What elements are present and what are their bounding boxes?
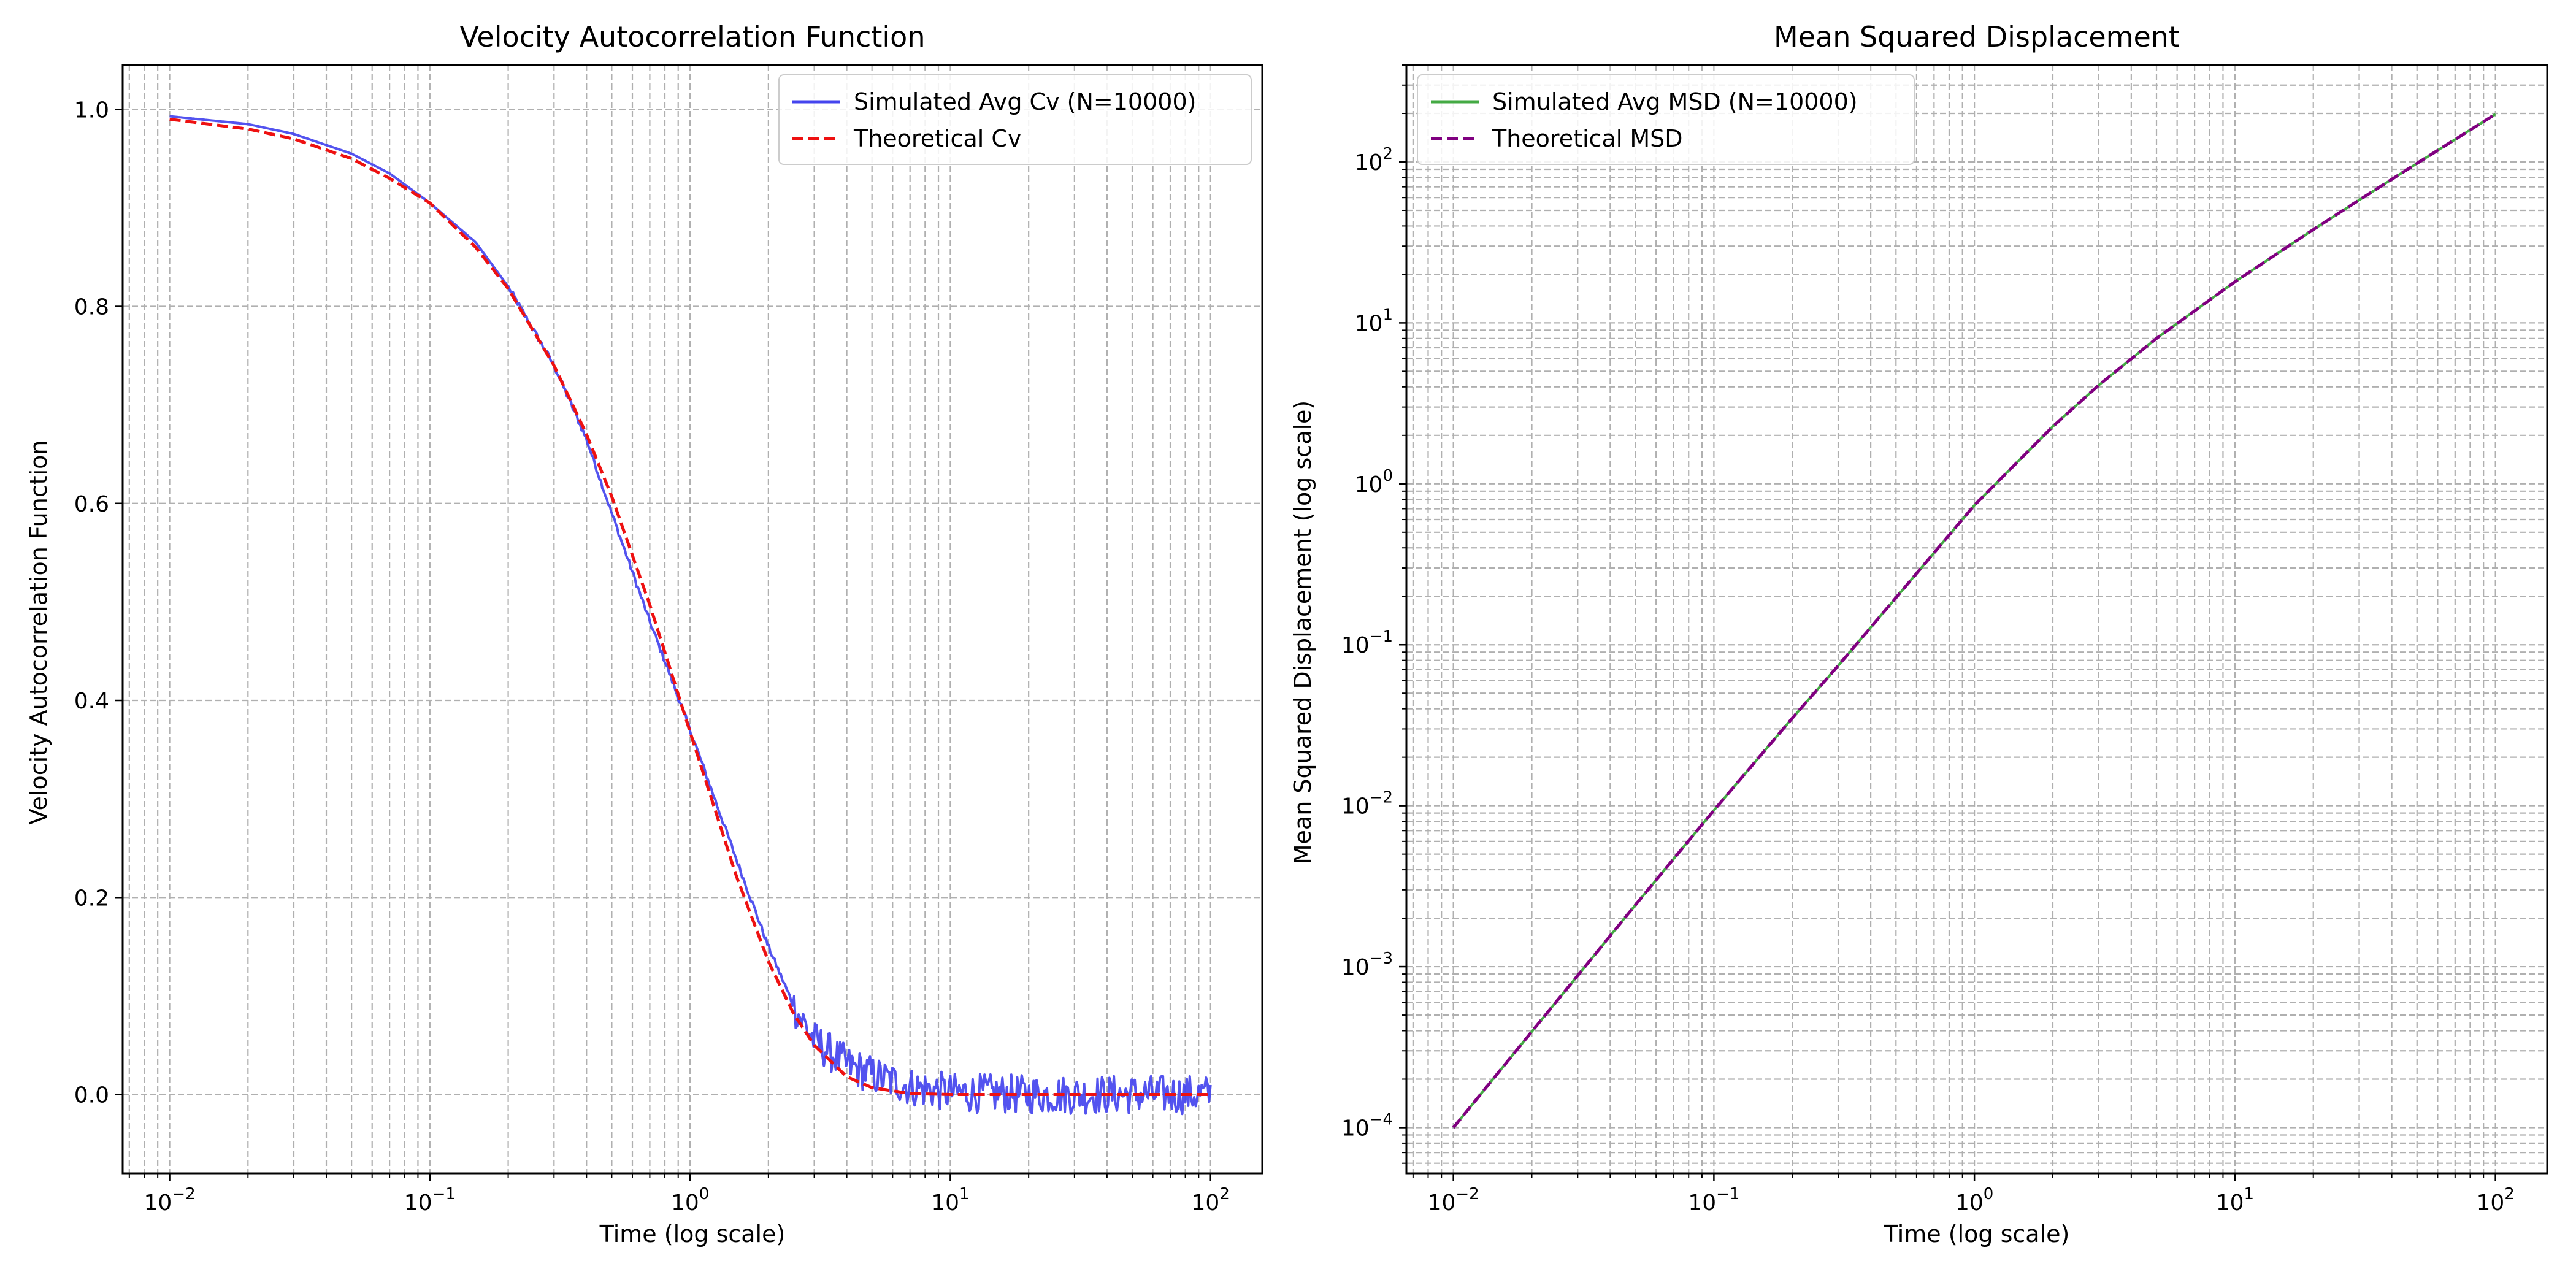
y-tick-label-base: 10 [1341, 633, 1370, 658]
series-line-0 [169, 115, 1212, 1116]
y-tick-label: 101 [1355, 305, 1393, 336]
msd-ylabel: Mean Squared Displacement (log scale) [1289, 401, 1316, 864]
y-tick-label: 0.8 [74, 295, 109, 320]
y-tick-label: 10−3 [1341, 949, 1393, 980]
y-tick-label: 0.6 [74, 492, 109, 517]
legend: Simulated Avg Cv (N=10000) Theoretical Cv [778, 74, 1252, 165]
y-tick-label: 10−1 [1341, 627, 1393, 658]
legend-label: Simulated Avg Cv (N=10000) [854, 88, 1196, 115]
x-tick-label-base: 10 [1688, 1190, 1716, 1216]
y-tick-label-base: 10 [1341, 1116, 1370, 1141]
x-tick-label-exp: 2 [2504, 1185, 2515, 1203]
x-tick-label-exp: 2 [1219, 1185, 1230, 1203]
x-tick-label: 100 [1955, 1185, 1993, 1216]
x-tick-label-base: 10 [1192, 1190, 1220, 1216]
y-tick-label: 10−2 [1341, 789, 1393, 819]
y-tick-label-base: 10 [1341, 955, 1370, 980]
legend-box [1417, 74, 1915, 165]
x-tick-label: 100 [671, 1185, 709, 1216]
grid [1406, 64, 2547, 1173]
axes-frame [1405, 64, 2548, 1175]
axes-frame [121, 64, 1263, 1175]
y-tick-label: 0.0 [74, 1083, 109, 1108]
y-tick-label-exp: −3 [1370, 949, 1393, 968]
x-tick-label: 102 [1192, 1185, 1230, 1216]
x-tick-label-exp: 1 [2244, 1185, 2255, 1203]
x-tick-label-exp: −1 [1716, 1185, 1739, 1203]
y-tick-label-exp: 2 [1382, 145, 1393, 163]
y-tick-label-exp: −2 [1370, 789, 1393, 807]
legend: Simulated Avg MSD (N=10000) Theoretical M… [1417, 74, 1915, 165]
series-line-1 [1452, 113, 2496, 1129]
series-line-1 [169, 117, 1211, 1096]
y-tick-label: 1.0 [74, 98, 109, 123]
x-tick-label: 10−2 [144, 1185, 195, 1216]
x-tick-label: 10−1 [404, 1185, 456, 1216]
y-tick-label-base: 10 [1341, 794, 1370, 819]
legend-label: Theoretical Cv [853, 125, 1021, 152]
x-tick-label-base: 10 [144, 1190, 172, 1216]
y-tick-label: 10−4 [1341, 1110, 1393, 1141]
y-tick-label-base: 10 [1355, 472, 1383, 497]
y-tick-label: 0.4 [74, 689, 109, 714]
x-tick-label: 10−1 [1688, 1185, 1739, 1216]
x-tick-label-base: 10 [1428, 1190, 1456, 1216]
x-tick-label: 101 [2216, 1185, 2254, 1216]
x-tick-label-exp: −2 [172, 1185, 195, 1203]
x-tick-label-exp: 0 [699, 1185, 710, 1203]
y-tick-label: 100 [1355, 467, 1393, 497]
x-tick-label-exp: −2 [1455, 1185, 1479, 1203]
y-tick-label-exp: −4 [1370, 1110, 1393, 1129]
x-tick-label-base: 10 [2216, 1190, 2244, 1216]
vacf-title: Velocity Autocorrelation Function [460, 20, 926, 53]
y-tick-label: 0.2 [74, 886, 109, 911]
vacf-xlabel: Time (log scale) [599, 1221, 786, 1248]
x-tick-label-exp: 0 [1984, 1185, 1994, 1203]
x-tick-label-base: 10 [931, 1190, 959, 1216]
y-tick-label-base: 10 [1355, 311, 1383, 336]
x-tick-label-base: 10 [404, 1190, 432, 1216]
x-tick-label-base: 10 [1955, 1190, 1984, 1216]
y-tick-label-exp: 1 [1382, 305, 1393, 324]
legend-label: Theoretical MSD [1492, 125, 1683, 152]
legend-box [778, 74, 1252, 165]
x-tick-label-exp: 1 [959, 1185, 970, 1203]
y-tick-label: 102 [1355, 145, 1393, 175]
msd-title: Mean Squared Displacement [1774, 20, 2180, 53]
grid [123, 65, 1262, 1173]
vacf-panel: Velocity Autocorrelation Function Time (… [25, 20, 1263, 1248]
x-tick-label-base: 10 [671, 1190, 699, 1216]
msd-xlabel: Time (log scale) [1884, 1221, 2070, 1248]
x-tick-label-base: 10 [2476, 1190, 2504, 1216]
y-tick-label-base: 10 [1355, 150, 1383, 175]
x-tick-label: 102 [2476, 1185, 2514, 1216]
x-tick-label: 10−2 [1428, 1185, 1479, 1216]
x-tick-label: 101 [931, 1185, 969, 1216]
x-tick-label-exp: −1 [432, 1185, 456, 1203]
legend-label: Simulated Avg MSD (N=10000) [1492, 88, 1858, 115]
vacf-ylabel: Velocity Autocorrelation Function [25, 440, 52, 825]
msd-panel: Mean Squared Displacement Time (log scal… [1289, 20, 2548, 1248]
y-tick-label-exp: 0 [1382, 467, 1393, 485]
y-tick-label-exp: −1 [1370, 627, 1393, 646]
